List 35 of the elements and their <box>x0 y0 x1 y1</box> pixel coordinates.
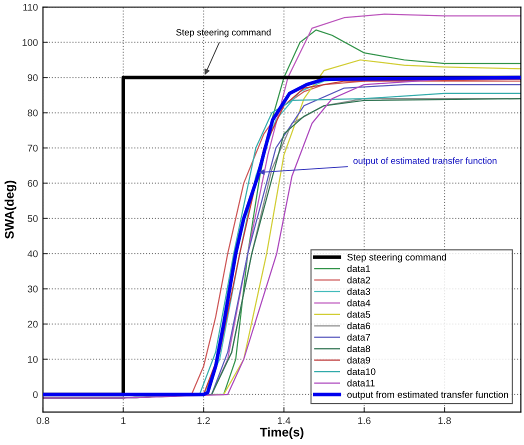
x-tick-label: 1.2 <box>198 417 210 424</box>
x-tick-label: 0.8 <box>36 417 50 424</box>
y-axis-title: SWA(deg) <box>4 180 16 239</box>
legend-label: Step steering command <box>347 254 446 262</box>
legend-label: data7 <box>347 334 370 341</box>
y-tick-label: 100 <box>22 39 38 46</box>
x-tick-label: 1.4 <box>278 417 290 424</box>
annotation: output of estimated transfer function <box>353 157 496 166</box>
x-tick-label: 1.8 <box>438 417 451 424</box>
legend-label: data11 <box>347 380 375 386</box>
y-tick-label: 70 <box>28 144 38 152</box>
y-tick-label: 40 <box>28 250 38 258</box>
legend-label: data2 <box>347 276 370 284</box>
legend-label: output from estimated transfer function <box>347 390 508 400</box>
y-tick-label: 80 <box>28 109 38 116</box>
legend-label: data5 <box>347 310 370 318</box>
x-axis-title: Time(s) <box>260 427 304 440</box>
y-tick-label: 50 <box>28 215 38 222</box>
legend-label: data6 <box>347 322 370 330</box>
y-tick-label: 90 <box>28 74 38 82</box>
x-tick-label: 1.6 <box>358 417 371 424</box>
legend-label: data10 <box>347 368 376 376</box>
legend-label: data3 <box>347 288 370 295</box>
x-tick-label: 1 <box>121 417 126 424</box>
legend-label: data1 <box>347 265 370 272</box>
legend-label: data8 <box>347 345 370 352</box>
y-tick-label: 20 <box>28 320 38 328</box>
y-tick-label: 110 <box>23 4 38 11</box>
y-tick-label: 10 <box>28 356 38 363</box>
legend-label: data4 <box>347 299 370 306</box>
legend-label: data9 <box>347 356 370 364</box>
y-tick-label: 0 <box>33 391 38 398</box>
y-tick-label: 60 <box>28 180 38 187</box>
annotation: Step steering command <box>176 28 271 38</box>
y-tick-label: 30 <box>28 286 38 292</box>
